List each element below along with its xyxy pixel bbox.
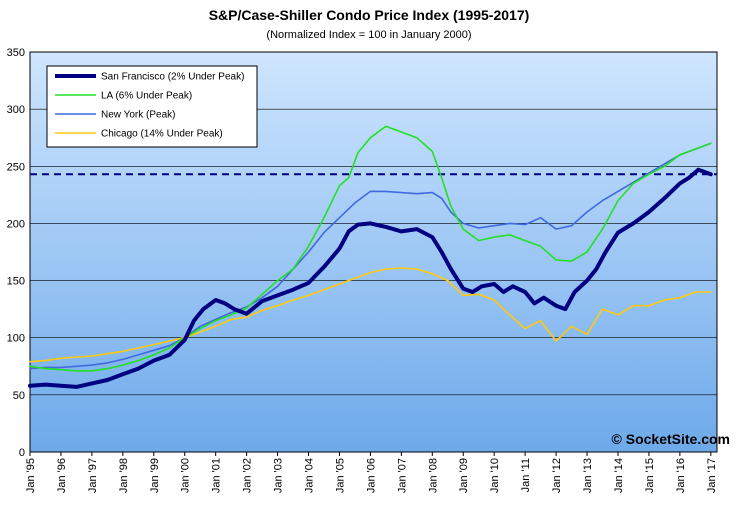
y-tick-label: 100 — [7, 333, 25, 345]
y-tick-label: 150 — [7, 276, 25, 288]
y-tick-label: 200 — [7, 218, 25, 230]
chart-subtitle: (Normalized Index = 100 in January 2000) — [266, 29, 471, 41]
legend: San Francisco (2% Under Peak) LA (6% Unde… — [46, 65, 258, 148]
x-tick-label: Jan '00 — [180, 458, 192, 493]
x-tick-label: Jan '08 — [427, 458, 439, 493]
x-tick-label: Jan '01 — [211, 458, 223, 493]
x-tick-label: Jan '07 — [396, 458, 408, 493]
x-tick-label: Jan '14 — [613, 458, 625, 493]
legend-label: San Francisco (2% Under Peak) — [101, 72, 244, 83]
x-tick-label: Jan '97 — [87, 458, 99, 493]
x-tick-label: Jan '02 — [242, 458, 254, 493]
x-tick-label: Jan '98 — [118, 458, 130, 493]
x-tick-label: Jan '17 — [706, 458, 718, 493]
y-tick-label: 250 — [7, 161, 25, 173]
x-tick-label: Jan '03 — [273, 458, 285, 493]
y-tick-label: 50 — [13, 390, 25, 402]
series-lines — [28, 125, 713, 389]
y-tick-label: 350 — [7, 47, 25, 59]
x-tick-label: Jan '09 — [458, 458, 470, 493]
y-tick-label: 300 — [7, 104, 25, 116]
x-tick-label: Jan '95 — [25, 458, 37, 493]
series-line-1 — [29, 125, 712, 372]
x-tick-label: Jan '16 — [675, 458, 687, 493]
x-tick-label: Jan '13 — [582, 458, 594, 493]
chart-title: S&P/Case-Shiller Condo Price Index (1995… — [209, 7, 530, 23]
x-tick-label: Jan '05 — [334, 458, 346, 493]
x-tick-label: Jan '11 — [520, 458, 532, 492]
x-tick-label: Jan '04 — [304, 458, 316, 493]
y-axis: 0 50 100 150 200 250 300 350 — [7, 47, 25, 459]
x-tick-label: Jan '15 — [644, 458, 656, 493]
gridlines — [30, 108, 717, 396]
x-axis: Jan '95 Jan '96 Jan '97 Jan '98 Jan '99 Jan '… — [25, 452, 718, 493]
legend-label: Chicago (14% Under Peak) — [101, 129, 223, 140]
series-line-2 — [29, 142, 712, 370]
y-tick-label: 0 — [19, 447, 25, 459]
x-tick-label: Jan '12 — [551, 458, 563, 493]
series-line-3 — [29, 267, 712, 363]
x-tick-label: Jan '99 — [149, 458, 161, 493]
series-line-0 — [28, 167, 713, 389]
x-tick-label: Jan '96 — [56, 458, 68, 493]
legend-label: LA (6% Under Peak) — [101, 91, 192, 102]
legend-label: New York (Peak) — [101, 110, 175, 121]
x-tick-label: Jan '10 — [489, 458, 501, 493]
watermark: © SocketSite.com — [612, 431, 730, 447]
x-tick-label: Jan '06 — [365, 458, 377, 493]
